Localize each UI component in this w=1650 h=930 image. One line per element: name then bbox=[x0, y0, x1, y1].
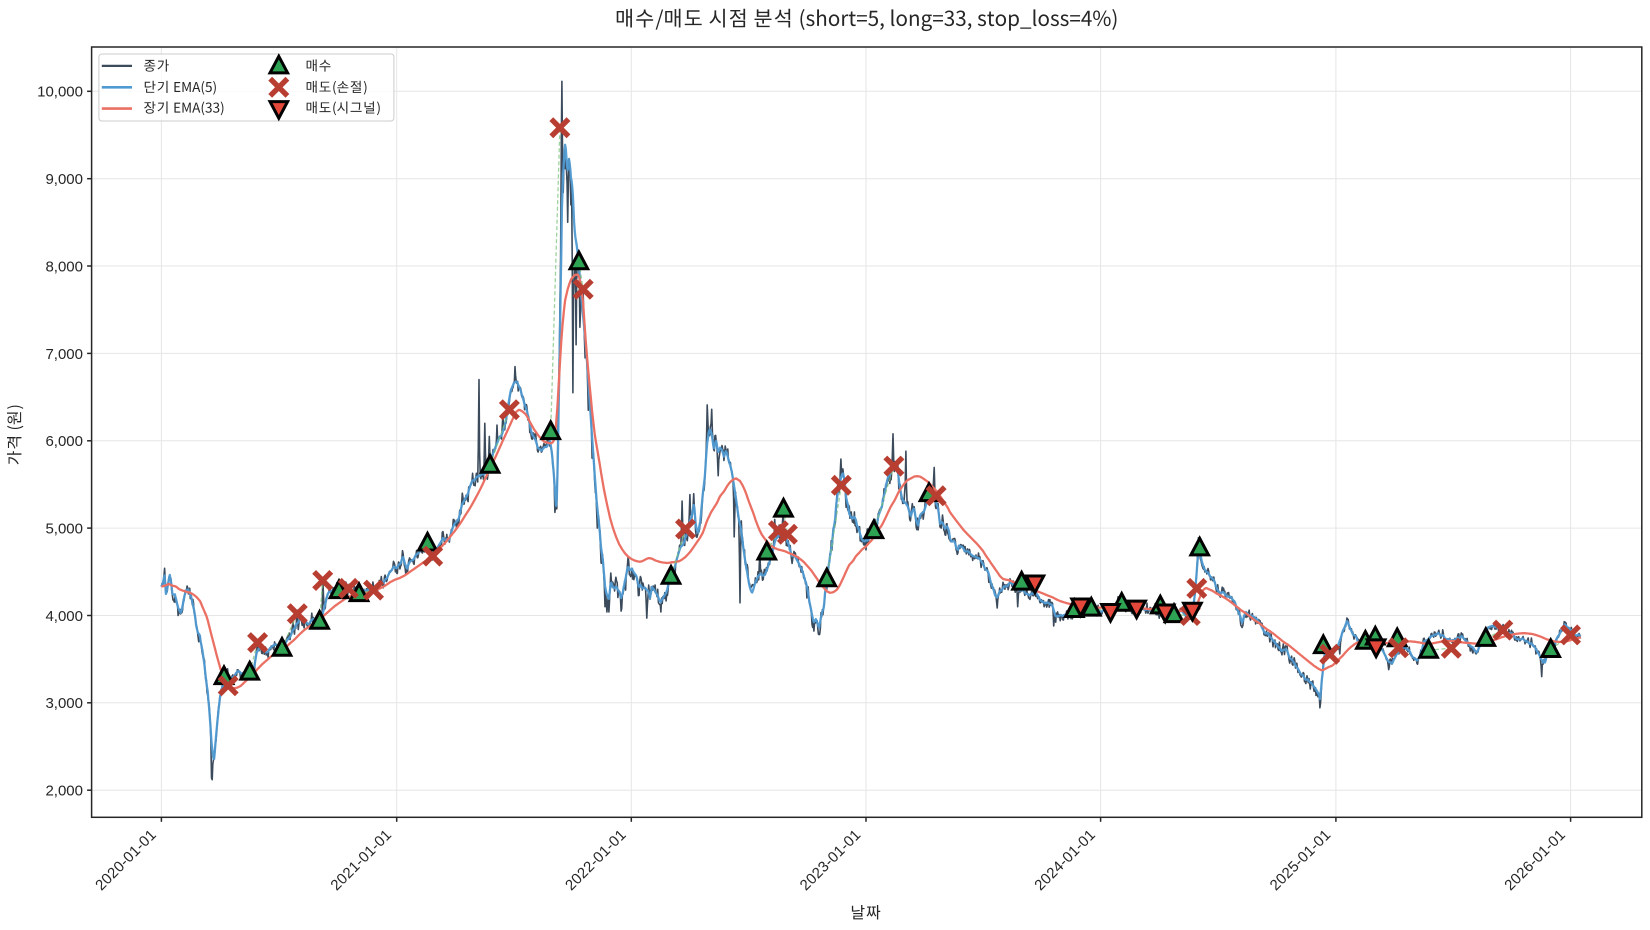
svg-text:6,000: 6,000 bbox=[45, 433, 83, 450]
svg-text:3,000: 3,000 bbox=[45, 695, 83, 712]
svg-text:2,000: 2,000 bbox=[45, 783, 83, 800]
svg-text:10,000: 10,000 bbox=[37, 84, 83, 101]
svg-text:8,000: 8,000 bbox=[45, 258, 83, 275]
svg-text:7,000: 7,000 bbox=[45, 346, 83, 363]
svg-text:9,000: 9,000 bbox=[45, 171, 83, 188]
svg-text:4,000: 4,000 bbox=[45, 608, 83, 625]
svg-text:5,000: 5,000 bbox=[45, 521, 83, 538]
